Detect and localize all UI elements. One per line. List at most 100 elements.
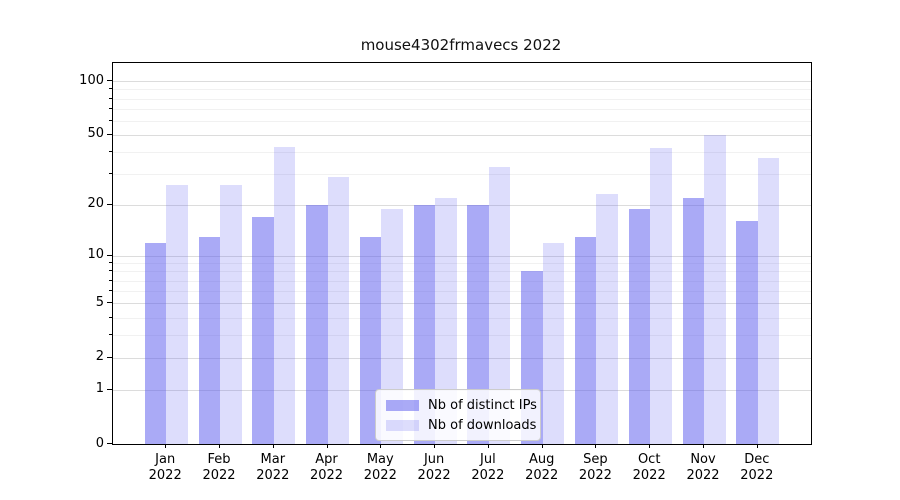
y-tick-mark	[107, 133, 112, 135]
y-minor-tick-mark	[109, 270, 112, 272]
bar-downloads-may	[381, 208, 403, 445]
bar-downloads-jun	[435, 197, 457, 445]
major-gridline	[113, 204, 811, 206]
y-tick-mark	[107, 254, 112, 256]
bar-distinct-ips-dec	[736, 221, 758, 445]
x-tick-label-oct: Oct 2022	[632, 452, 666, 484]
x-tick-label-dec: Dec 2022	[740, 452, 774, 484]
minor-gridline	[113, 108, 811, 110]
y-minor-tick-mark	[109, 97, 112, 99]
y-tick-label: 5	[95, 294, 104, 310]
bar-distinct-ips-jun	[413, 204, 436, 445]
bar-distinct-ips-feb	[198, 236, 220, 445]
minor-gridline	[113, 152, 811, 154]
y-tick-mark	[107, 356, 112, 358]
bar-distinct-ips-jul	[467, 204, 489, 445]
major-gridline	[113, 134, 811, 136]
bar-downloads-aug	[542, 242, 565, 445]
chart-title: mouse4302frmavecs 2022	[360, 36, 562, 54]
y-minor-tick-mark	[109, 262, 112, 264]
legend-item-downloads: Nb of downloads	[386, 416, 536, 434]
minor-gridline	[113, 120, 811, 122]
bar-downloads-sep	[596, 194, 618, 445]
legend-swatch-distinct-ips	[386, 399, 419, 411]
x-tick-label-aug: Aug 2022	[525, 452, 559, 484]
y-minor-tick-mark	[109, 334, 112, 336]
y-tick-mark	[107, 302, 112, 304]
y-minor-tick-mark	[109, 279, 112, 281]
x-tick-mark	[219, 444, 220, 449]
y-minor-tick-mark	[109, 151, 112, 153]
x-tick-label-apr: Apr 2022	[309, 452, 344, 484]
y-tick-mark	[107, 203, 112, 205]
bar-downloads-jul	[488, 166, 511, 445]
y-minor-tick-mark	[109, 290, 112, 292]
y-tick-mark	[107, 443, 112, 445]
plot-area	[112, 62, 812, 445]
bar-distinct-ips-apr	[306, 204, 328, 445]
legend-label-downloads: Nb of downloads	[428, 417, 537, 433]
y-tick-label: 1	[95, 381, 104, 397]
y-minor-tick-mark	[109, 107, 112, 109]
x-tick-label-mar: Mar 2022	[256, 452, 290, 484]
y-minor-tick-mark	[109, 316, 112, 318]
x-tick-label-may: May 2022	[363, 452, 397, 484]
x-tick-label-jan: Jan 2022	[148, 452, 182, 484]
x-tick-label-sep: Sep 2022	[578, 452, 612, 484]
x-tick-label-feb: Feb 2022	[202, 452, 236, 484]
major-gridline	[113, 81, 811, 83]
minor-gridline	[113, 280, 811, 282]
y-minor-tick-mark	[109, 88, 112, 90]
x-tick-mark	[380, 444, 382, 449]
minor-gridline	[113, 291, 811, 293]
x-tick-mark	[541, 444, 543, 449]
minor-gridline	[113, 317, 811, 319]
legend-swatch-downloads	[386, 419, 419, 431]
x-tick-mark	[756, 444, 758, 449]
major-gridline	[113, 303, 811, 305]
x-tick-mark	[487, 444, 489, 449]
bar-downloads-feb	[220, 185, 242, 445]
y-minor-tick-mark	[109, 173, 112, 175]
bar-distinct-ips-nov	[682, 197, 704, 445]
y-tick-label: 0	[95, 435, 104, 451]
major-gridline	[113, 357, 811, 359]
x-tick-mark	[649, 444, 651, 449]
y-tick-label: 20	[87, 196, 104, 212]
legend-item-distinct-ips: Nb of distinct IPs	[386, 396, 537, 414]
y-tick-mark	[107, 388, 112, 390]
bar-downloads-oct	[650, 148, 672, 445]
bar-downloads-jan	[166, 185, 188, 445]
x-tick-mark	[434, 444, 436, 449]
x-tick-mark	[165, 444, 167, 449]
x-tick-label-nov: Nov 2022	[686, 452, 720, 484]
bar-distinct-ips-oct	[628, 208, 651, 445]
minor-gridline	[113, 335, 811, 337]
bar-distinct-ips-jan	[144, 242, 167, 445]
y-tick-label: 10	[87, 247, 104, 263]
y-tick-label: 2	[95, 349, 104, 365]
minor-gridline	[113, 98, 811, 100]
y-tick-label: 50	[87, 126, 104, 142]
x-tick-mark	[272, 444, 274, 449]
bar-downloads-dec	[757, 158, 780, 445]
minor-gridline	[113, 263, 811, 265]
minor-gridline	[113, 174, 811, 176]
x-tick-label-jul: Jul 2022	[471, 452, 505, 484]
bar-downloads-nov	[704, 134, 726, 445]
bar-distinct-ips-sep	[574, 236, 597, 445]
x-tick-label-jun: Jun 2022	[417, 452, 451, 484]
bar-downloads-mar	[273, 146, 296, 445]
bar-downloads-apr	[327, 176, 349, 445]
x-tick-mark	[595, 444, 597, 449]
x-tick-mark	[326, 444, 328, 449]
x-tick-mark	[703, 444, 704, 449]
minor-gridline	[113, 271, 811, 273]
y-tick-label: 100	[79, 72, 104, 88]
bar-distinct-ips-mar	[252, 216, 274, 445]
minor-gridline	[113, 89, 811, 91]
legend: Nb of distinct IPs Nb of downloads	[375, 389, 541, 441]
y-tick-mark	[107, 80, 112, 82]
legend-label-distinct-ips: Nb of distinct IPs	[428, 397, 537, 413]
